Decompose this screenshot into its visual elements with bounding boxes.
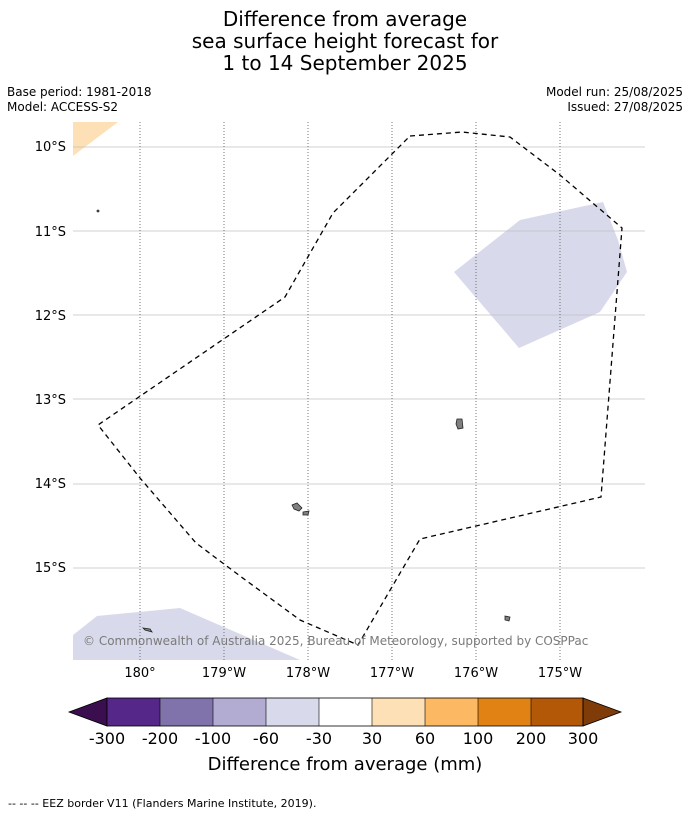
lon-label: 179°W (202, 666, 246, 681)
model-name: Model: ACCESS-S2 (7, 100, 119, 114)
lat-labels: 10°S 11°S 12°S 13°S 14°S 15°S (35, 140, 66, 576)
colorbar-segment (213, 698, 266, 726)
colorbar-tick: 300 (568, 729, 599, 748)
colorbar-extend-low (67, 697, 108, 727)
colorbar-segment (531, 698, 583, 726)
lon-label: 178°W (286, 666, 330, 681)
meta-left: Base period: 1981-2018 Model: ACCESS-S2 (7, 85, 152, 115)
islands (96, 209, 511, 633)
island-dot (96, 209, 100, 213)
lat-label: 13°S (35, 393, 66, 408)
lat-label: 10°S (35, 140, 66, 155)
colorbar-segment (160, 698, 213, 726)
colorbar-label: Difference from average (mm) (208, 754, 483, 775)
island-small-southwest (141, 627, 153, 633)
anomaly-patch-positive (73, 122, 118, 156)
lon-label: 176°W (454, 666, 498, 681)
lon-label: 175°W (538, 666, 582, 681)
colorbar-tick: -60 (253, 729, 279, 748)
colorbar-segment (372, 698, 425, 726)
island-futuna (291, 502, 303, 512)
island-alofi (302, 510, 310, 516)
colorbar (67, 697, 623, 727)
map-area (73, 122, 645, 660)
lon-labels: 180° 179°W 178°W 177°W 176°W 175°W (124, 666, 582, 681)
colorbar-tick: 30 (362, 729, 382, 748)
colorbar-tick: -30 (306, 729, 332, 748)
lat-gridlines (73, 146, 645, 569)
eez-border (97, 131, 623, 646)
lat-label: 11°S (35, 225, 66, 240)
lon-label: 180° (124, 666, 155, 681)
colorbar-segment (425, 698, 478, 726)
title-line-2: sea surface height forecast for (191, 29, 499, 53)
colorbar-tick: 200 (516, 729, 547, 748)
eez-legend: -- -- -- EEZ border V11 (Flanders Marine… (8, 797, 317, 810)
anomaly-patch-negative-southwest (73, 608, 300, 660)
colorbar-frame (106, 697, 584, 727)
colorbar-ticks: -300 -200 -100 -60 -30 30 60 100 200 300 (89, 729, 598, 748)
colorbar-segment (478, 698, 531, 726)
issued-date: Issued: 27/08/2025 (567, 100, 683, 114)
lon-label: 177°W (370, 666, 414, 681)
anomaly-patch-negative-east (454, 202, 627, 348)
colorbar-tick: -100 (195, 729, 231, 748)
colorbar-tick: -300 (89, 729, 125, 748)
island-wallis (455, 418, 464, 430)
lat-label: 14°S (35, 477, 66, 492)
island-small-east (504, 615, 511, 622)
base-period: Base period: 1981-2018 (7, 85, 152, 99)
colorbar-tick: -200 (142, 729, 178, 748)
model-run: Model run: 25/08/2025 (545, 85, 683, 99)
colorbar-segment (266, 698, 319, 726)
colorbar-segment (107, 698, 160, 726)
title-line-1: Difference from average (222, 7, 468, 31)
colorbar-extend-high (582, 697, 623, 727)
title-line-3: 1 to 14 September 2025 (222, 51, 468, 75)
copyright-text: © Commonwealth of Australia 2025, Bureau… (83, 634, 588, 648)
lat-label: 15°S (35, 561, 66, 576)
colorbar-segment (319, 698, 372, 726)
lat-label: 12°S (35, 309, 66, 324)
map-title: Difference from average sea surface heig… (0, 8, 690, 74)
colorbar-tick: 100 (463, 729, 494, 748)
meta-right: Model run: 25/08/2025 Issued: 27/08/2025 (546, 85, 683, 115)
colorbar-tick: 60 (415, 729, 435, 748)
